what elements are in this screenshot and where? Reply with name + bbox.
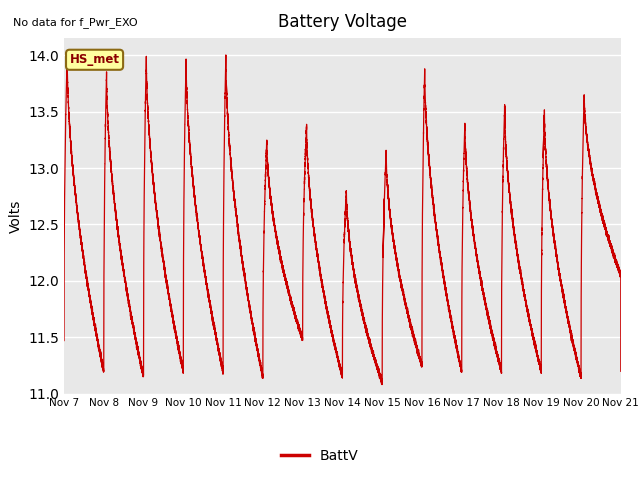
Y-axis label: Volts: Volts	[9, 199, 22, 233]
Text: HS_met: HS_met	[70, 53, 120, 66]
Title: Battery Voltage: Battery Voltage	[278, 13, 407, 31]
Legend: BattV: BattV	[276, 443, 364, 468]
Text: No data for f_Pwr_EXO: No data for f_Pwr_EXO	[13, 17, 138, 28]
